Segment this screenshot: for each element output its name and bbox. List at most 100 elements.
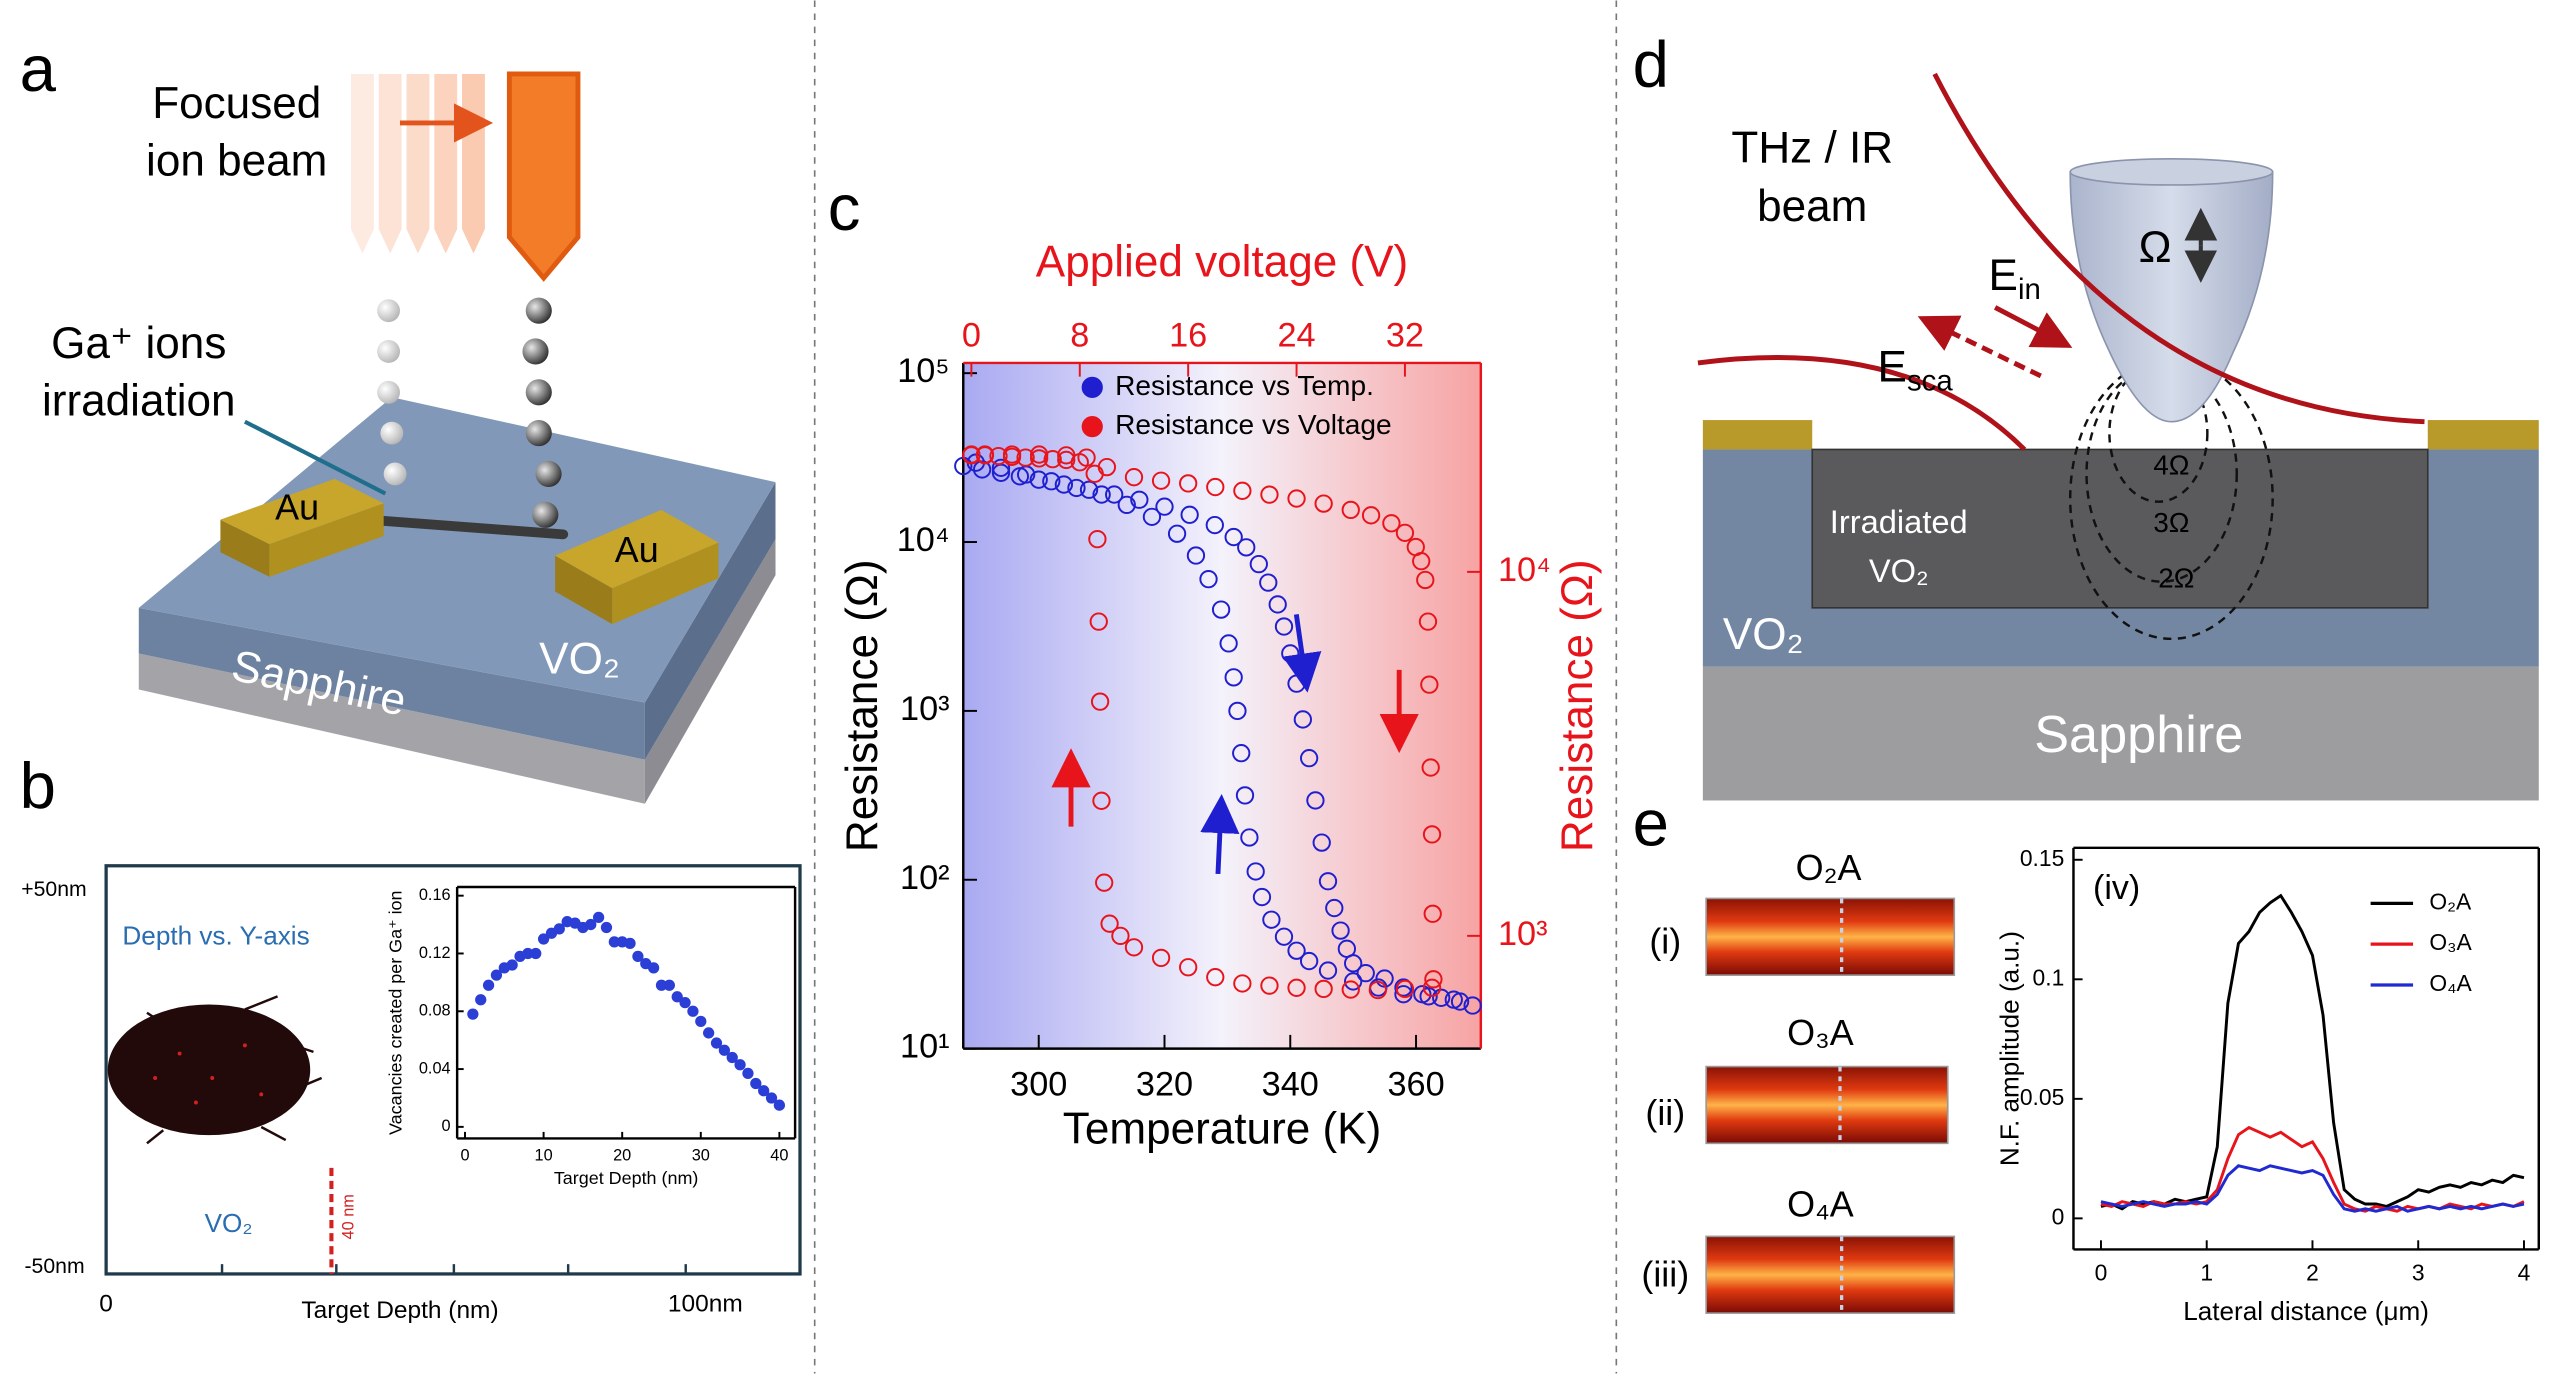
- beam-label: THz / IR: [1731, 123, 1893, 172]
- data-point: [1002, 445, 1022, 464]
- x2-tick-label: 24: [1277, 316, 1315, 354]
- data-point: [710, 1037, 723, 1049]
- data-point: [1287, 941, 1306, 960]
- pad: [1702, 420, 1813, 450]
- x2-axis-title: Applied voltage (V): [1036, 238, 1408, 287]
- film-label: VO₂: [539, 634, 620, 683]
- data-point: [1318, 872, 1338, 891]
- irradiated-region: [1811, 448, 2429, 609]
- legend-label: Resistance vs Voltage: [1115, 409, 1392, 440]
- data-point: [530, 947, 542, 960]
- data-point: [687, 1005, 699, 1017]
- data-point: [1092, 485, 1111, 504]
- x-tick-label: 320: [1136, 1065, 1193, 1103]
- contour-label: 3Ω: [2153, 507, 2189, 538]
- y-tick-label: 10²: [900, 859, 950, 897]
- data-point: [1111, 926, 1130, 946]
- map-title: O₄A: [1787, 1183, 1854, 1224]
- pad: [220, 519, 270, 577]
- y-label: -50nm: [24, 1255, 84, 1278]
- data-point: [1274, 927, 1294, 946]
- data-point: [1232, 744, 1251, 763]
- data-point: [1432, 988, 1451, 1007]
- data-point: [1054, 475, 1074, 494]
- data-point: [1219, 634, 1238, 653]
- x-tick-label: 40: [770, 1147, 788, 1165]
- y-tick-label: 10³: [900, 690, 950, 728]
- y-tick-label: 0.16: [419, 886, 451, 904]
- data-point: [1233, 974, 1252, 993]
- data-point: [1105, 485, 1124, 504]
- data-point: [1416, 570, 1435, 590]
- data-point: [765, 1092, 778, 1104]
- data-point: [1130, 490, 1149, 509]
- data-point: [1067, 478, 1086, 498]
- data-point: [1085, 464, 1104, 483]
- line-cut: [1838, 898, 1844, 1314]
- nf-map: [1705, 1235, 1956, 1314]
- data-point: [1079, 480, 1099, 499]
- data-point: [1274, 617, 1294, 636]
- field-symbol: E: [1989, 251, 2018, 300]
- data-point: [1419, 987, 1438, 1006]
- scattered-arrow: [1917, 315, 2042, 379]
- x-tick-label: 2: [2306, 1260, 2319, 1286]
- panel-letter: a: [20, 32, 57, 105]
- data-line: [2100, 1164, 2525, 1213]
- data-point: [490, 969, 503, 981]
- x-label: 0: [99, 1290, 113, 1317]
- data-point: [773, 1099, 786, 1111]
- x-tick-label: 0: [2095, 1260, 2108, 1286]
- data-point: [1299, 749, 1319, 768]
- data-point: [742, 1067, 754, 1080]
- data-point: [1206, 477, 1225, 497]
- data-point: [1167, 524, 1187, 543]
- material-label: VO₂: [205, 1208, 253, 1238]
- data-point: [1259, 573, 1278, 592]
- contour-label: 4Ω: [2153, 450, 2189, 481]
- tip: [2069, 171, 2274, 423]
- data-point: [1356, 963, 1375, 983]
- y2-tick-label: 10³: [1498, 915, 1548, 953]
- beam-curve: [1932, 72, 2425, 425]
- data-point: [1237, 538, 1256, 557]
- data-point: [991, 458, 1011, 477]
- data-point: [1262, 910, 1281, 929]
- field-subscript: in: [2018, 273, 2041, 306]
- data-point: [1331, 921, 1350, 940]
- y-tick-label: 0: [442, 1117, 451, 1135]
- nf-map: [1705, 897, 1956, 976]
- data-point: [1089, 612, 1108, 631]
- data-point: [1444, 990, 1463, 1009]
- data-point: [1092, 791, 1111, 810]
- ion-label: Ga⁺ ions: [51, 319, 226, 368]
- data-point: [1424, 970, 1443, 989]
- data-point: [1211, 600, 1231, 619]
- data-point: [975, 445, 995, 464]
- data-point: [718, 1044, 730, 1056]
- x-label: 100nm: [668, 1290, 743, 1317]
- data-point: [467, 1008, 479, 1020]
- data-point: [1088, 529, 1107, 549]
- map-label: (i): [1649, 921, 1681, 962]
- panel-letter: e: [1633, 786, 1669, 859]
- data-point: [734, 1059, 746, 1071]
- data-point: [1224, 527, 1243, 547]
- film-label: VO₂: [1723, 610, 1804, 659]
- y-tick-label: 0.08: [419, 1002, 451, 1020]
- data-point: [1395, 979, 1415, 999]
- field-label: Ein: [1989, 251, 2041, 306]
- data-point: [1095, 873, 1114, 892]
- beam-label: beam: [1757, 182, 1867, 231]
- data-point: [1029, 445, 1049, 464]
- panel-d: THz / IR beam Ω Ein Esca 4Ω 3Ω 2Ω Irradi…: [1697, 72, 2539, 801]
- data-point: [1344, 954, 1363, 973]
- data-line: [2100, 893, 2525, 1211]
- data-point: [1151, 471, 1171, 490]
- sapphire-front: [138, 653, 645, 804]
- data-point: [1016, 448, 1035, 467]
- sapphire-side: [644, 539, 776, 804]
- x-tick-label: 10: [535, 1147, 553, 1165]
- electrode-label: Au: [615, 529, 659, 570]
